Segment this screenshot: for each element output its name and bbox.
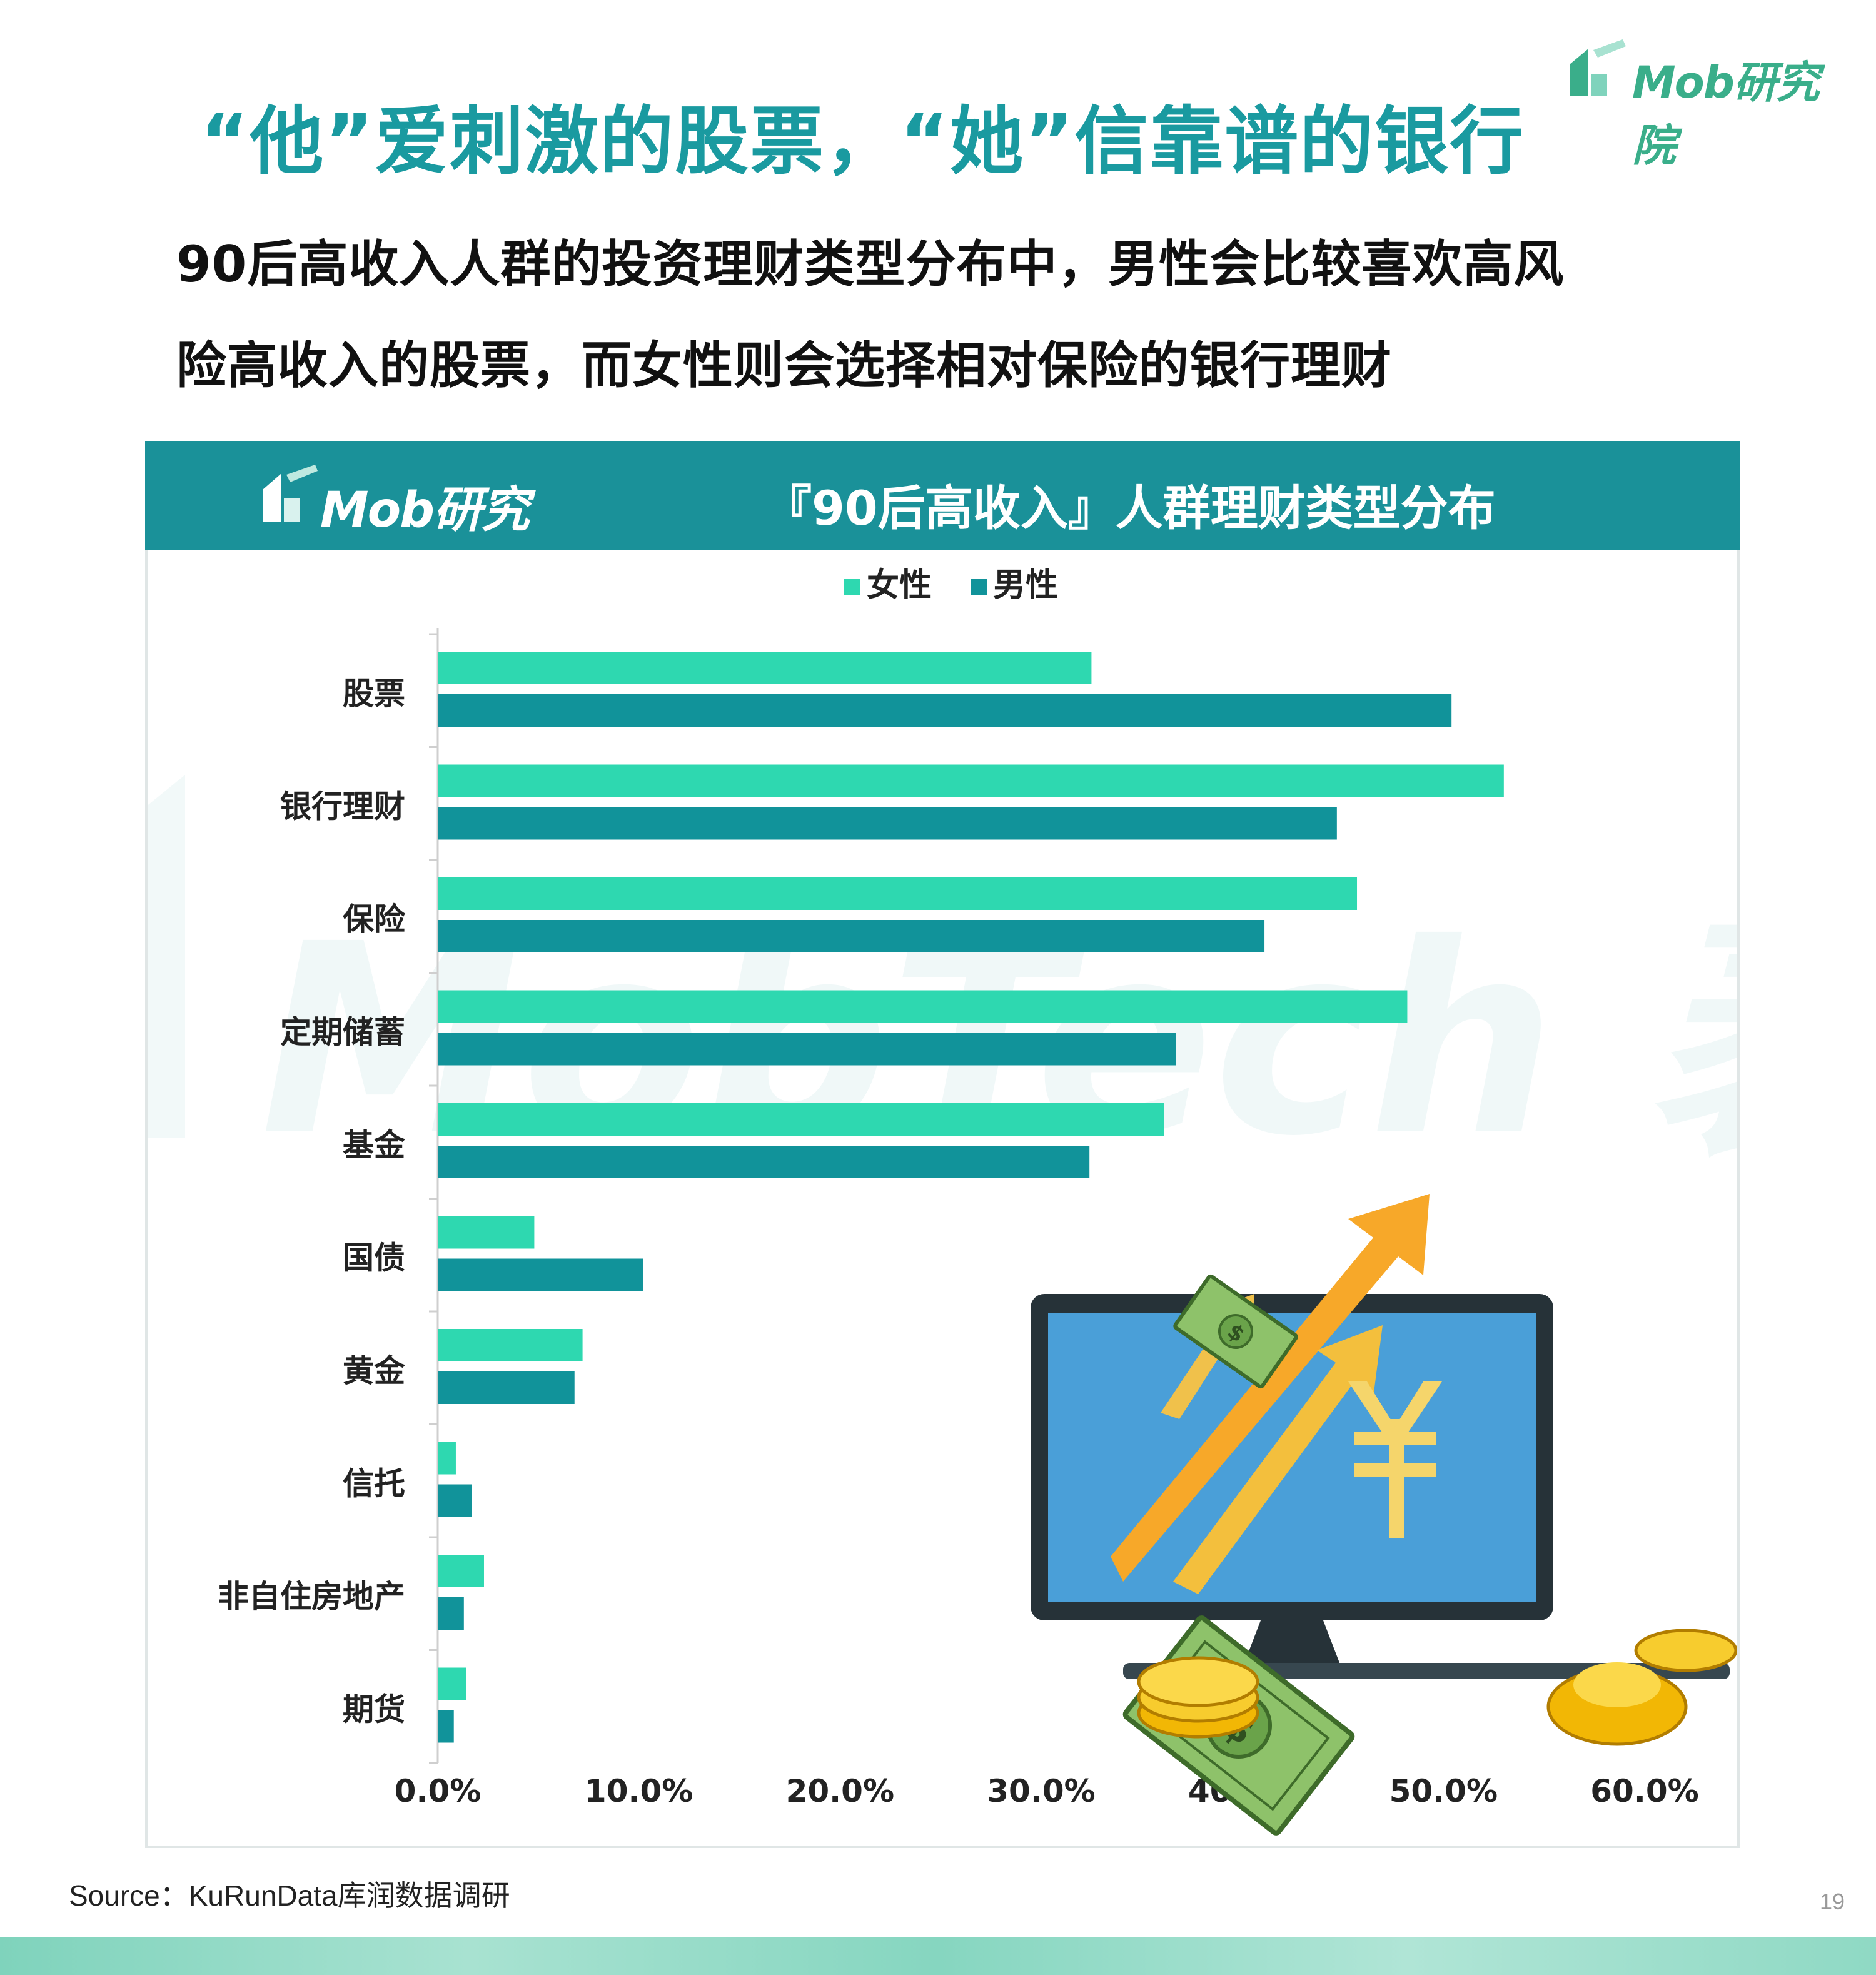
x-tick-label: 60.0% xyxy=(1590,1773,1698,1809)
bar-female xyxy=(438,877,1358,910)
chart-legend: 女性 男性 xyxy=(844,567,1058,604)
gold-ingots-right xyxy=(1546,1629,1737,1746)
bar-male xyxy=(438,1597,464,1630)
subtitle-line-1: 90后高收入人群的投资理财类型分布中，男性会比较喜欢高风 xyxy=(176,235,1565,293)
bar-female xyxy=(438,764,1504,797)
source-note: Source：KuRunData库润数据调研 xyxy=(69,1879,510,1912)
panel-brand-logo: Mob研究院 xyxy=(258,460,545,609)
panel-brand-text: Mob研究院 xyxy=(320,482,530,609)
bar-male xyxy=(438,807,1337,840)
x-tick-label: 20.0% xyxy=(786,1773,894,1809)
bar-female xyxy=(438,1555,484,1587)
category-label: 非自住房地产 xyxy=(218,1578,405,1615)
category-label: 定期储蓄 xyxy=(280,1014,405,1051)
bar-female xyxy=(438,990,1408,1023)
bottom-decor-band xyxy=(0,1937,1876,1975)
legend-swatch-male xyxy=(971,579,987,595)
x-tick-label: 50.0% xyxy=(1389,1773,1498,1809)
category-label: 信托 xyxy=(343,1466,405,1502)
legend-label-male: 男性 xyxy=(993,567,1058,604)
chart-panel: Mob研究院 『90后高收入』人群理财类型分布 MobTech 袤博 女性 男性… xyxy=(145,441,1740,1848)
x-tick-label: 10.0% xyxy=(585,1773,693,1809)
arrow-mid xyxy=(1173,1325,1383,1594)
logo-icon xyxy=(1570,39,1626,96)
brand-text: Mob研究院 xyxy=(1632,57,1820,171)
bar-male xyxy=(438,1033,1176,1066)
legend-label-female: 女性 xyxy=(867,567,932,604)
bar-male xyxy=(438,1146,1090,1178)
finance-illustration: $ $ xyxy=(1031,1194,1737,1836)
bar-female xyxy=(438,1442,456,1475)
category-label: 基金 xyxy=(343,1127,406,1163)
monitor-stand xyxy=(1242,1620,1342,1669)
bar-female xyxy=(438,1216,535,1249)
panel-logo-icon xyxy=(263,465,318,522)
money-bill-top: $ xyxy=(1173,1274,1298,1389)
bar-female xyxy=(438,652,1092,684)
bar-female xyxy=(438,1103,1164,1136)
category-label: 黄金 xyxy=(343,1353,406,1389)
category-label: 期货 xyxy=(343,1692,405,1728)
subtitle-line-2: 险高收入的股票，而女性则会选择相对保险的银行理财 xyxy=(176,336,1392,395)
bar-female xyxy=(438,1667,466,1700)
gold-coins-left xyxy=(1137,1656,1259,1739)
page-number: 19 xyxy=(1820,1889,1845,1914)
x-tick-label: 30.0% xyxy=(987,1773,1095,1809)
page-title: “他”爱刺激的股票，“她”信靠谱的银行 xyxy=(200,98,1525,184)
brand-logo: Mob研究院 xyxy=(1563,36,1838,171)
category-label: 股票 xyxy=(343,675,405,712)
chart-title: 『90后高收入』人群理财类型分布 xyxy=(764,480,1496,536)
bar-female xyxy=(438,1329,583,1361)
category-label: 保险 xyxy=(343,901,406,937)
legend-swatch-female xyxy=(844,579,860,595)
category-label: 国债 xyxy=(343,1240,405,1276)
category-label: 银行理财 xyxy=(280,789,405,825)
bar-male xyxy=(438,694,1452,727)
bar-chart: MobTech 袤博 女性 男性 股票银行理财保险定期储蓄基金国债黄金信托非自住… xyxy=(148,567,1737,1836)
bar-male xyxy=(438,1258,643,1291)
bar-male xyxy=(438,920,1265,952)
bar-male xyxy=(438,1371,575,1404)
arrow-big xyxy=(1111,1194,1430,1582)
bar-male xyxy=(438,1484,472,1517)
yuan-sign xyxy=(1348,1381,1442,1538)
bar-male xyxy=(438,1710,454,1743)
chart-header: Mob研究院 『90后高收入』人群理财类型分布 xyxy=(145,441,1740,609)
x-tick-label: 0.0% xyxy=(395,1773,482,1809)
